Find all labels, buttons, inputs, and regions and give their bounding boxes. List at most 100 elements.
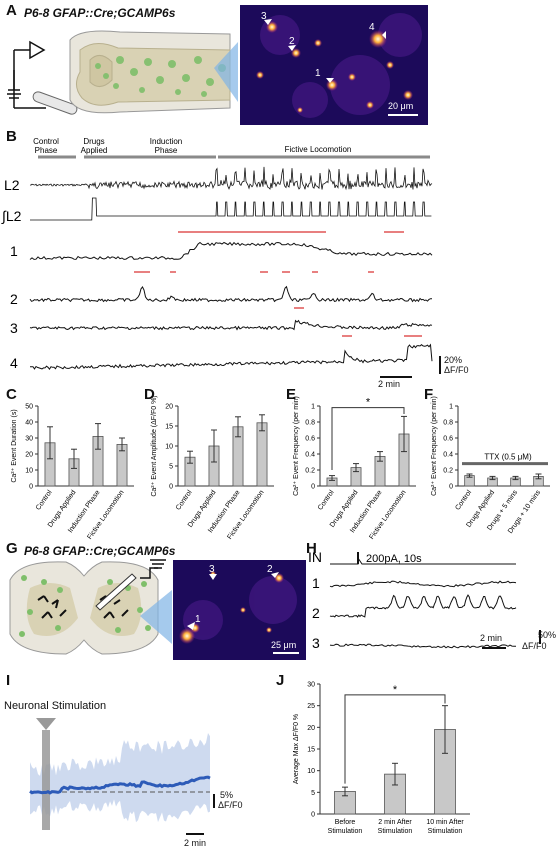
category-label: Before Stimulation — [328, 819, 363, 835]
y-tick-label: 40 — [25, 420, 33, 427]
cell-label-g-1: 1 — [195, 614, 201, 625]
h-trace-label-1: 1 — [312, 575, 320, 591]
in-label: IN — [308, 550, 322, 565]
in-trace — [330, 556, 516, 565]
y-axis-label: Ca²⁺ Event Duration (s) — [11, 409, 18, 482]
y-axis-label: Ca²⁺ Event Frequency (per min) — [431, 396, 438, 496]
trace-3 — [29, 319, 433, 331]
y-tick-label: 0.2 — [305, 468, 315, 475]
y-tick-label: 0 — [449, 484, 453, 491]
y-tick-label: 0.6 — [305, 436, 315, 443]
trace-1 — [29, 241, 433, 260]
cell-label-a-1: 1 — [315, 68, 321, 79]
chart-f: 0 0.2 0.4 0.6 0.8 1 Ca²⁺ Event Frequency (per … — [431, 396, 550, 535]
calcium-image-a: 3 2 4 1 20 μm — [240, 5, 428, 125]
y-axis-label: Ca²⁺ Event Amplitude (ΔF/F0 %) — [151, 396, 158, 497]
calcium-image-g: 3 2 1 25 μm — [173, 560, 306, 660]
y-tick-label: 1 — [449, 404, 453, 411]
y-tick-label: 20 — [307, 725, 315, 732]
scale-b-y-unit: ΔF/F0 — [444, 365, 469, 375]
trace-label-4: 4 — [10, 355, 18, 371]
trace-2 — [29, 285, 432, 303]
significance-star: * — [366, 397, 371, 409]
trace-label-intl2: ∫L2 — [1, 208, 22, 224]
category-label: Control — [175, 489, 194, 512]
scale-b-x: 2 min — [378, 379, 401, 389]
chart-e: 0 0.2 0.4 0.6 0.8 1 Ca²⁺ Event Frequency (per … — [293, 396, 416, 541]
cell-label-a-2: 2 — [289, 36, 295, 47]
spinal-cord-slice-schematic — [9, 559, 172, 655]
scale-h-x: 2 min — [480, 633, 503, 643]
y-tick-label: 30 — [307, 682, 315, 689]
category-label: 10 min After Stimulation — [426, 819, 464, 835]
cell-label-a-4: 4 — [369, 22, 375, 33]
panel-c-label: C — [6, 386, 17, 403]
y-tick-label: 15 — [165, 424, 173, 431]
y-tick-label: 0 — [169, 484, 173, 491]
mean-trace — [29, 775, 211, 795]
neuronal-stimulation-label: Neuronal Stimulation — [4, 700, 107, 712]
y-tick-label: 10 — [165, 444, 173, 451]
h-trace-2 — [329, 594, 517, 618]
y-tick-label: 0.6 — [443, 436, 453, 443]
phase-control-label: Control — [33, 137, 59, 146]
category-label: Control — [317, 489, 336, 512]
category-label: 2 min After Stimulation — [378, 819, 413, 835]
y-tick-label: 0 — [311, 812, 315, 819]
h-trace-label-2: 2 — [312, 605, 320, 621]
stim-label: 200pA, 10s — [366, 553, 422, 565]
y-tick-label: 0.8 — [443, 420, 453, 427]
panel-g-genotype: P6-8 GFAP::Cre;GCAMP6s — [24, 544, 176, 558]
scale-bar-g: 25 μm — [271, 640, 296, 650]
scale-i-x: 2 min — [184, 838, 207, 848]
phase-drugs-label: Drugs — [83, 137, 104, 146]
svg-text:Applied: Applied — [81, 146, 108, 155]
category-label: Control — [35, 489, 54, 512]
scale-b-y: 20% — [444, 355, 463, 365]
panel-h-label: H — [306, 540, 317, 557]
y-tick-label: 20 — [25, 452, 33, 459]
phase-induction-label: Induction — [150, 137, 182, 146]
cell-label-a-3: 3 — [261, 11, 267, 22]
y-tick-label: 20 — [165, 404, 173, 411]
panel-b-traces: Control Phase Drugs Applied Induction Ph… — [1, 137, 441, 378]
svg-text:Phase: Phase — [155, 146, 178, 155]
panel-h-traces: IN 200pA, 10s 1 2 3 — [308, 550, 541, 651]
trace-label-1: 1 — [10, 243, 18, 259]
panel-i-label: I — [6, 672, 11, 689]
panel-f-label: F — [424, 386, 434, 403]
y-tick-label: 0 — [311, 484, 315, 491]
trace-intl2 — [30, 197, 432, 221]
cell-label-g-3: 3 — [209, 564, 215, 575]
spinal-cord-schematic-a — [7, 30, 238, 115]
panel-d-label: D — [144, 386, 155, 403]
panel-j-label: J — [276, 672, 285, 689]
y-tick-label: 0.4 — [443, 452, 453, 459]
chart-d: 0 5 10 15 20 Ca²⁺ Event Amplitude (ΔF/F0 %) Co… — [151, 396, 274, 541]
chart-j: 0 5 10 15 20 25 30 Average Max ΔF/F0 % Before Sti… — [293, 682, 470, 835]
y-tick-label: 0.8 — [305, 420, 315, 427]
h-trace-label-3: 3 — [312, 635, 320, 651]
panel-a-label: A — [6, 2, 17, 19]
panel-a-genotype: P6-8 GFAP::Cre;GCAMP6s — [24, 6, 176, 20]
y-tick-label: 30 — [25, 436, 33, 443]
y-tick-label: 5 — [169, 464, 173, 471]
scale-h-y: 50% — [538, 630, 557, 640]
cell-label-g-2: 2 — [267, 564, 273, 575]
trace-label-3: 3 — [10, 320, 18, 336]
svg-text:Phase: Phase — [35, 146, 58, 155]
y-tick-label: 0.2 — [443, 468, 453, 475]
y-tick-label: 0.4 — [305, 452, 315, 459]
y-tick-label: 25 — [307, 703, 315, 710]
y-tick-label: 10 — [25, 468, 33, 475]
h-trace-3 — [329, 643, 517, 649]
trace-4 — [29, 343, 433, 370]
y-tick-label: 10 — [307, 768, 315, 775]
electrode-icon — [7, 40, 46, 109]
y-tick-label: 50 — [25, 404, 33, 411]
trace-label-2: 2 — [10, 291, 18, 307]
scale-i-y: 5% — [220, 790, 234, 800]
panel-b-label: B — [6, 128, 17, 145]
panel-i-trace — [29, 718, 215, 835]
y-tick-label: 15 — [307, 747, 315, 754]
